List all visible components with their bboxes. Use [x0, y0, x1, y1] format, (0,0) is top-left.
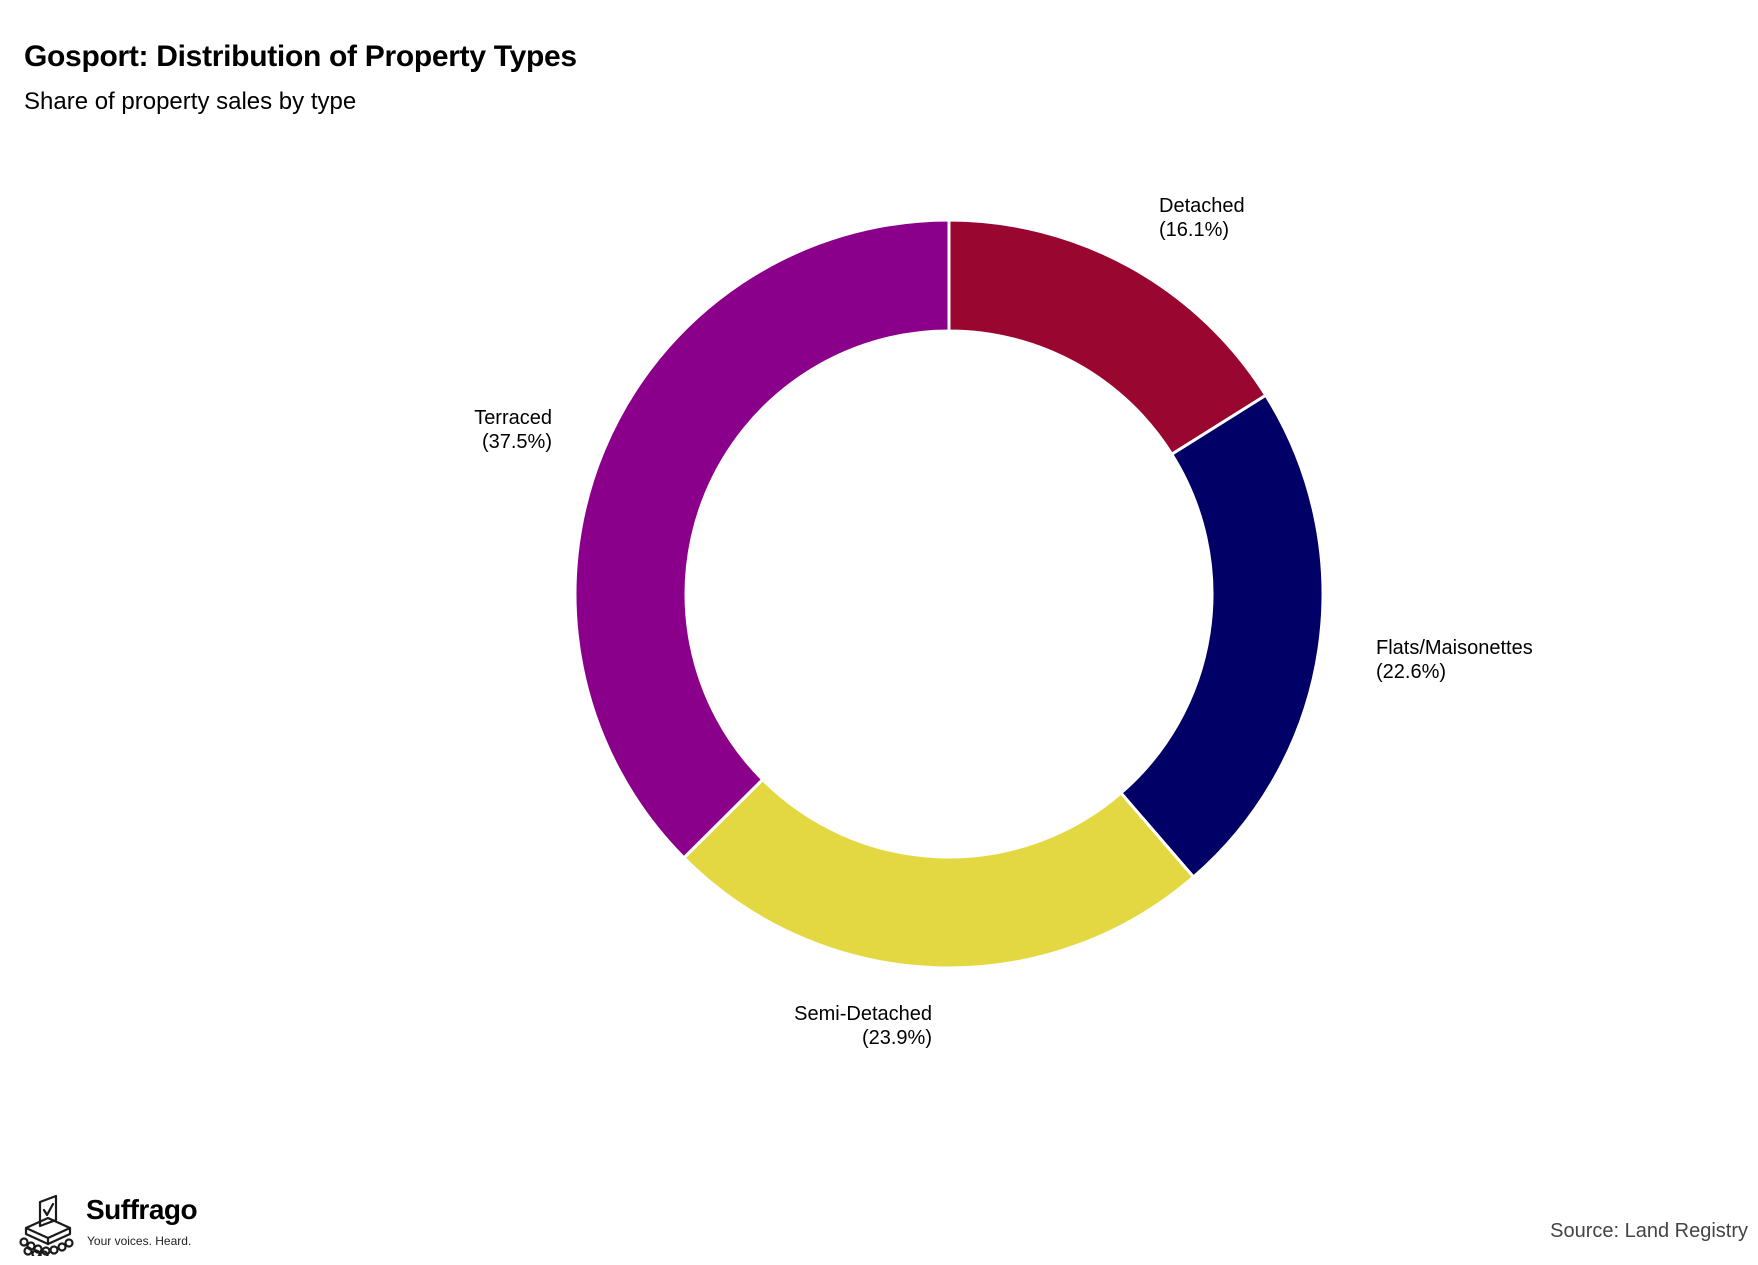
slice-label-name: Semi-Detached — [794, 1003, 932, 1025]
slice-label-name: Flats/Maisonettes — [1376, 637, 1533, 659]
ballot-box-icon — [19, 1194, 74, 1256]
slice-label-terraced: Terraced (37.5%) — [474, 406, 552, 454]
donut-slice-terraced — [573, 218, 951, 860]
slice-label-name: Terraced — [474, 407, 552, 429]
slice-label-name: Detached — [1159, 195, 1245, 217]
slice-label-detached: Detached (16.1%) — [1159, 194, 1245, 242]
brand-logo: Suffrago Your voices. Heard. — [16, 1190, 216, 1256]
slice-label-value: (16.1%) — [1159, 219, 1230, 241]
donut-slice-flats-maisonettes — [1118, 393, 1325, 880]
chart-title: Gosport: Distribution of Property Types — [24, 40, 577, 73]
slice-label-flats-maisonettes: Flats/Maisonettes (22.6%) — [1376, 636, 1533, 684]
slice-label-value: (37.5%) — [481, 431, 552, 453]
slice-label-value: (23.9%) — [861, 1027, 932, 1049]
chart-subtitle: Share of property sales by type — [24, 88, 357, 115]
brand-name: Suffrago — [86, 1194, 198, 1225]
source-note: Source: Land Registry — [1550, 1220, 1748, 1242]
donut-slice-detached — [947, 218, 1268, 457]
slice-label-value: (22.6%) — [1376, 661, 1447, 683]
donut-slice-semi-detached — [681, 777, 1196, 970]
slice-label-semi-detached: Semi-Detached (23.9%) — [794, 1002, 932, 1050]
brand-tagline: Your voices. Heard. — [87, 1234, 192, 1248]
